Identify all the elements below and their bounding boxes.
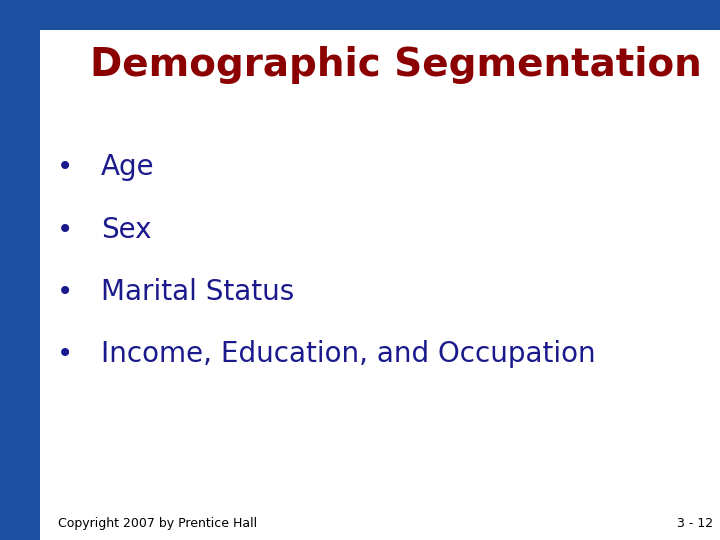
Text: •: • <box>57 340 73 368</box>
Text: Copyright 2007 by Prentice Hall: Copyright 2007 by Prentice Hall <box>58 517 257 530</box>
Text: Marital Status: Marital Status <box>101 278 294 306</box>
Text: •: • <box>57 278 73 306</box>
Text: Age: Age <box>101 153 154 181</box>
Text: Income, Education, and Occupation: Income, Education, and Occupation <box>101 340 595 368</box>
Text: Demographic Segmentation: Demographic Segmentation <box>90 46 702 84</box>
Text: •: • <box>57 153 73 181</box>
Text: Sex: Sex <box>101 215 151 244</box>
Text: •: • <box>57 215 73 244</box>
Text: 3 - 12: 3 - 12 <box>677 517 713 530</box>
